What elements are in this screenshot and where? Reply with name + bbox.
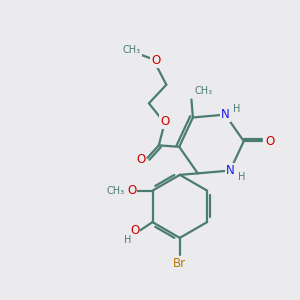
Text: O: O [130, 224, 139, 237]
Text: N: N [226, 164, 235, 177]
Text: O: O [151, 54, 160, 67]
Text: CH₃: CH₃ [123, 45, 141, 55]
Text: Br: Br [173, 257, 186, 270]
Text: O: O [127, 184, 136, 197]
Text: H: H [233, 104, 240, 114]
Text: CH₃: CH₃ [107, 186, 125, 196]
Text: CH₃: CH₃ [194, 86, 212, 96]
Text: N: N [221, 108, 230, 121]
Text: H: H [124, 235, 131, 244]
Text: O: O [265, 135, 274, 148]
Text: O: O [136, 153, 146, 166]
Text: H: H [238, 172, 245, 182]
Text: O: O [160, 115, 170, 128]
